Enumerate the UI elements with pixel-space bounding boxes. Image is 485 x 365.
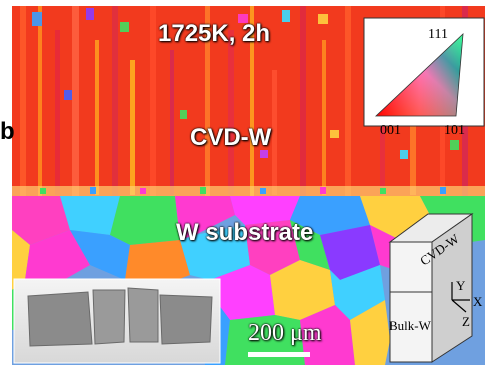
scale-bar	[248, 352, 310, 357]
annealing-condition-label: 1725K, 2h	[158, 20, 271, 47]
interface-grains	[12, 186, 485, 196]
cvd-layer-label: CVD-W	[190, 124, 272, 151]
scale-bar-label: 200 μm	[248, 320, 322, 346]
axis-y-label: Y	[456, 278, 466, 293]
axis-x-label: X	[473, 294, 483, 309]
substrate-label: W substrate	[176, 219, 314, 246]
axis-z-label: Z	[462, 314, 470, 329]
ipf-legend: 111 001 101	[363, 17, 485, 138]
schematic-bulk-label: Bulk-W	[389, 318, 432, 333]
orientation-schematic: CVD-W Bulk-W Y X Z	[388, 213, 483, 363]
ipf-label-001: 001	[380, 123, 401, 138]
sample-photo-inset	[13, 278, 221, 364]
ipf-label-101: 101	[444, 123, 465, 138]
axis-triad-icon	[451, 282, 470, 313]
ipf-label-111: 111	[428, 27, 448, 42]
cvd-layer-grains	[20, 6, 468, 196]
panel-label: b	[0, 118, 15, 145]
